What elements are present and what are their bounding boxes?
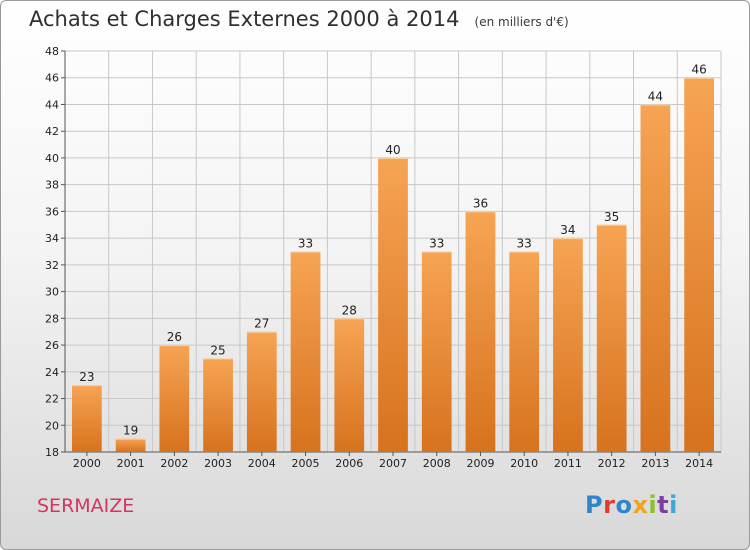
y-tick-label: 48 — [45, 45, 59, 58]
y-tick-label: 24 — [45, 366, 59, 379]
data-label: 44 — [648, 89, 663, 103]
chart-title: Achats et Charges Externes 2000 à 2014 — [29, 7, 460, 31]
axes: 18 20 22 24 26 28 30 32 34 36 38 40 42 44 46 48 2000 2001… — [45, 45, 721, 470]
data-label: 25 — [210, 343, 225, 357]
brand-letter: i — [648, 491, 658, 519]
data-label: 26 — [167, 330, 182, 344]
x-tick-label: 2013 — [641, 457, 669, 470]
x-tick-label: 2007 — [379, 457, 407, 470]
data-label: 19 — [123, 424, 138, 438]
x-tick-label: 2010 — [510, 457, 538, 470]
title-row: Achats et Charges Externes 2000 à 2014 (… — [29, 7, 569, 31]
data-label: 27 — [254, 317, 269, 331]
bar-2002 — [159, 345, 190, 452]
y-tick-label: 28 — [45, 312, 59, 325]
y-tick-label: 44 — [45, 98, 59, 111]
x-tick-label: 2011 — [554, 457, 582, 470]
data-label: 40 — [385, 143, 400, 157]
bar-2007 — [378, 157, 408, 452]
y-tick-label: 42 — [45, 125, 59, 138]
brand-letter: x — [632, 491, 649, 519]
data-label: 28 — [342, 303, 357, 317]
data-label: 33 — [298, 237, 313, 251]
y-tick-label: 32 — [45, 259, 59, 272]
x-tick-label: 2009 — [466, 457, 494, 470]
data-label: 23 — [79, 370, 94, 384]
y-tick-label: 46 — [45, 72, 59, 85]
data-label: 35 — [604, 210, 619, 224]
bar-2013 — [640, 104, 671, 452]
y-tick-label: 22 — [45, 393, 59, 406]
bar-2005 — [290, 251, 321, 452]
data-label: 46 — [691, 63, 706, 77]
brand-logo: Proxiti — [585, 491, 678, 519]
bar-2011 — [553, 238, 583, 452]
bars — [71, 77, 715, 452]
x-tick-label: 2014 — [685, 457, 713, 470]
y-tick-label: 34 — [45, 232, 59, 245]
bar-2006 — [334, 318, 365, 452]
bar-2003 — [203, 358, 233, 452]
bar-2010 — [509, 251, 540, 452]
x-tick-label: 2006 — [335, 457, 363, 470]
y-tick-label: 38 — [45, 179, 59, 192]
y-tick-label: 20 — [45, 419, 59, 432]
bar-2012 — [596, 224, 627, 452]
bar-2009 — [465, 211, 496, 452]
chart-subtitle: (en milliers d'€) — [474, 15, 569, 29]
y-tick-label: 30 — [45, 286, 59, 299]
x-tick-label: 2000 — [73, 457, 101, 470]
brand-letter: i — [669, 491, 678, 519]
y-tick-label: 36 — [45, 205, 59, 218]
brand-letter: t — [657, 491, 670, 519]
brand-letter: o — [615, 491, 633, 519]
y-tick-label: 18 — [45, 446, 59, 459]
x-tick-label: 2008 — [423, 457, 451, 470]
x-tick-label: 2001 — [117, 457, 145, 470]
data-label: 36 — [473, 196, 488, 210]
x-tick-label: 2002 — [160, 457, 188, 470]
x-tick-label: 2004 — [248, 457, 276, 470]
bar-2008 — [421, 251, 452, 452]
y-tick-label: 26 — [45, 339, 59, 352]
x-tick-label: 2005 — [292, 457, 320, 470]
y-tick-label: 40 — [45, 152, 59, 165]
data-label: 33 — [429, 237, 444, 251]
brand-letter: P — [585, 491, 604, 519]
data-labels: 23 19 26 25 27 33 28 40 33 36 33 34 35 44 46 — [79, 63, 707, 438]
brand-letter: r — [603, 491, 616, 519]
bar-2000 — [71, 385, 102, 452]
x-tick-label: 2003 — [204, 457, 232, 470]
bar-2004 — [246, 331, 277, 452]
commune-name: SERMAIZE — [37, 495, 135, 517]
data-label: 33 — [517, 237, 532, 251]
x-tick-label: 2012 — [598, 457, 626, 470]
data-label: 34 — [560, 223, 575, 237]
bar-2001 — [115, 438, 146, 452]
bar-2014 — [684, 77, 715, 452]
